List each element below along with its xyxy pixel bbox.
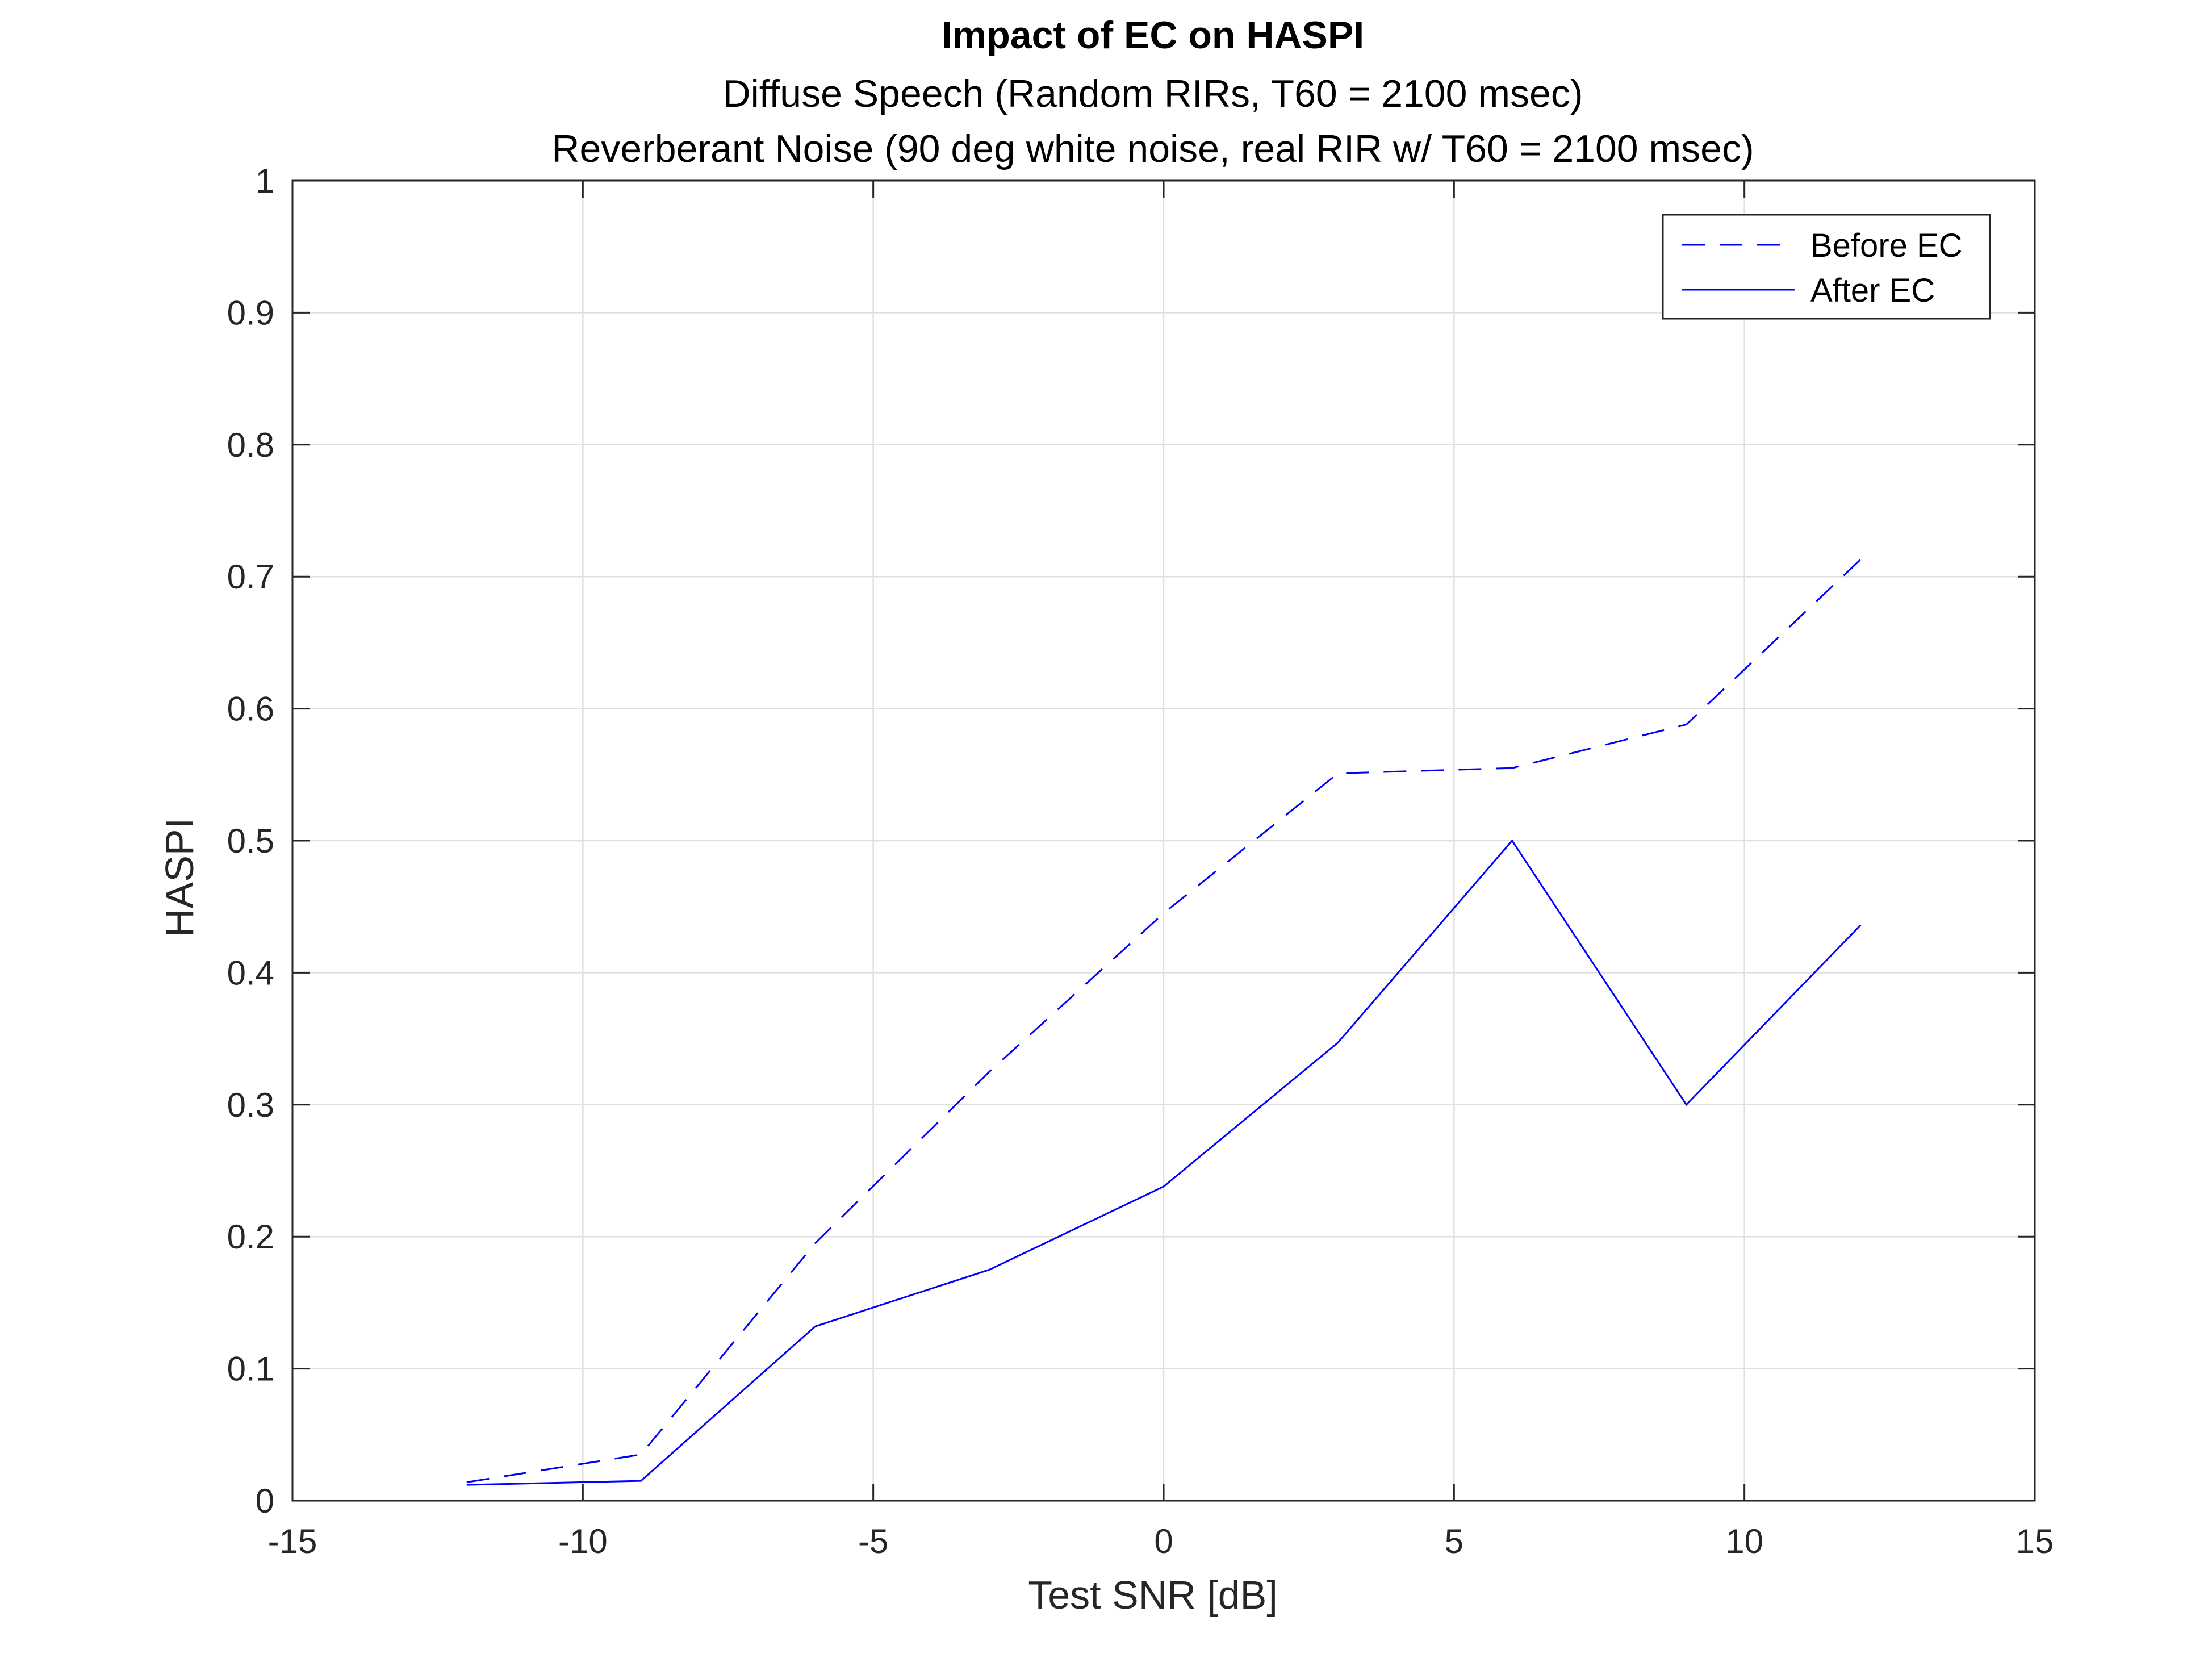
legend-label-after-ec: After EC bbox=[1810, 272, 1935, 309]
x-tick-label: 5 bbox=[1445, 1522, 1463, 1560]
x-tick-label: -5 bbox=[858, 1522, 888, 1560]
chart-subtitle-line-2: Reverberant Noise (90 deg white noise, r… bbox=[551, 127, 1754, 170]
y-tick-label: 0.7 bbox=[227, 558, 274, 596]
y-tick-label: 0.2 bbox=[227, 1218, 274, 1256]
chart-subtitle-line-1: Diffuse Speech (Random RIRs, T60 = 2100 … bbox=[723, 72, 1583, 115]
series-line-before-ec bbox=[466, 558, 1862, 1483]
y-tick-label: 0.1 bbox=[227, 1350, 274, 1388]
chart-title: Impact of EC on HASPI bbox=[942, 14, 1364, 57]
x-axis-label: Test SNR [dB] bbox=[1028, 1573, 1278, 1617]
y-tick-label: 0.9 bbox=[227, 294, 274, 332]
series-layer bbox=[466, 558, 1862, 1486]
y-tick-label: 0.6 bbox=[227, 690, 274, 728]
y-tick-label: 0 bbox=[256, 1482, 274, 1520]
x-tick-label: 15 bbox=[2016, 1522, 2054, 1560]
y-tick-label: 0.4 bbox=[227, 954, 274, 992]
legend: Before EC After EC bbox=[1662, 214, 1991, 320]
y-tick-label: 0.8 bbox=[227, 426, 274, 464]
y-tick-label: 0.5 bbox=[227, 822, 274, 860]
x-tick-label: -15 bbox=[268, 1522, 317, 1560]
y-axis-label: HASPI bbox=[157, 818, 202, 937]
series-line-after-ec bbox=[466, 839, 1862, 1486]
x-tick-label: 10 bbox=[1725, 1522, 1763, 1560]
x-tick-label: -10 bbox=[558, 1522, 608, 1560]
y-tick-label: 1 bbox=[256, 162, 274, 200]
tick-layer: -15 -10 -5 0 5 10 15 0 0.1 0.2 0.3 0.4 0.5 0.6 0.7 0.8 0… bbox=[227, 162, 2054, 1560]
legend-label-before-ec: Before EC bbox=[1810, 227, 1963, 264]
x-tick-label: 0 bbox=[1154, 1522, 1173, 1560]
legend-box bbox=[1662, 214, 1991, 320]
y-tick-label: 0.3 bbox=[227, 1086, 274, 1124]
